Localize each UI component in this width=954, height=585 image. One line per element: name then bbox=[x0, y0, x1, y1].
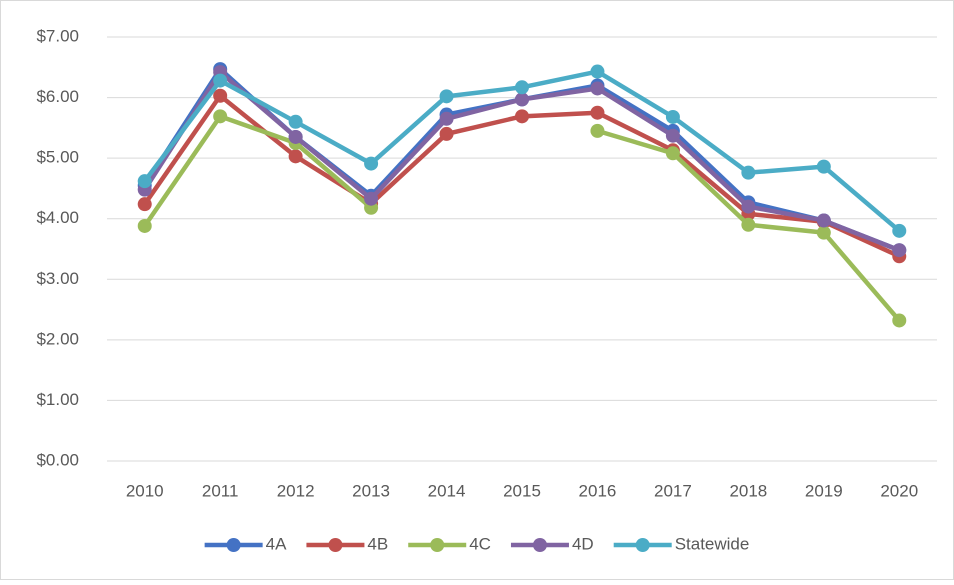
point-marker bbox=[137, 174, 152, 189]
point-marker bbox=[665, 146, 680, 161]
point-marker bbox=[892, 313, 907, 328]
point-marker bbox=[137, 197, 152, 212]
point-marker bbox=[515, 80, 529, 95]
legend-marker bbox=[532, 538, 547, 552]
x-tick-label: 2010 bbox=[126, 481, 164, 500]
point-marker bbox=[816, 213, 831, 228]
point-marker bbox=[137, 218, 152, 233]
point-marker bbox=[213, 88, 228, 103]
point-marker bbox=[590, 64, 605, 79]
y-tick-label: $7.00 bbox=[36, 26, 79, 45]
y-tick-label: $1.00 bbox=[36, 390, 79, 409]
x-tick-label: 2015 bbox=[503, 481, 541, 500]
point-marker bbox=[364, 191, 379, 206]
point-marker bbox=[665, 109, 680, 124]
x-tick-label: 2016 bbox=[579, 481, 617, 500]
y-tick-label: $5.00 bbox=[36, 148, 79, 167]
point-marker bbox=[288, 114, 303, 129]
point-marker bbox=[892, 223, 907, 238]
legend-marker bbox=[430, 538, 445, 552]
x-tick-label: 2011 bbox=[202, 481, 239, 500]
point-marker bbox=[665, 128, 680, 143]
point-marker bbox=[515, 109, 529, 124]
point-marker bbox=[364, 156, 379, 171]
point-marker bbox=[213, 73, 228, 88]
y-tick-label: $0.00 bbox=[36, 450, 79, 469]
x-tick-label: 2020 bbox=[880, 481, 918, 500]
y-tick-label: $3.00 bbox=[36, 269, 79, 288]
point-marker bbox=[590, 81, 605, 96]
point-marker bbox=[741, 217, 756, 232]
legend-label: Statewide bbox=[675, 534, 750, 553]
x-tick-label: 2019 bbox=[805, 481, 843, 500]
point-marker bbox=[439, 111, 454, 126]
legend-marker bbox=[328, 538, 343, 552]
legend-marker bbox=[635, 538, 650, 552]
x-tick-label: 2013 bbox=[352, 481, 390, 500]
point-marker bbox=[439, 126, 454, 141]
legend-label: 4A bbox=[266, 534, 287, 553]
x-tick-label: 2018 bbox=[729, 481, 767, 500]
legend-marker bbox=[226, 538, 241, 552]
x-tick-label: 2012 bbox=[277, 481, 315, 500]
x-tick-label: 2014 bbox=[428, 481, 466, 500]
y-tick-label: $6.00 bbox=[36, 87, 79, 106]
legend-label: 4C bbox=[469, 534, 491, 553]
point-marker bbox=[590, 105, 605, 120]
point-marker bbox=[741, 165, 756, 180]
point-marker bbox=[892, 243, 907, 258]
legend-label: 4D bbox=[572, 534, 594, 553]
point-marker bbox=[213, 109, 228, 124]
point-marker bbox=[515, 92, 529, 107]
point-marker bbox=[816, 225, 831, 240]
point-marker bbox=[816, 159, 831, 174]
y-tick-label: $2.00 bbox=[36, 329, 79, 348]
point-marker bbox=[288, 149, 303, 164]
point-marker bbox=[590, 123, 605, 138]
point-marker bbox=[741, 199, 756, 214]
legend-label: 4B bbox=[367, 534, 388, 553]
point-marker bbox=[288, 129, 303, 144]
x-tick-label: 2017 bbox=[654, 481, 692, 500]
point-marker bbox=[439, 89, 454, 104]
y-tick-label: $4.00 bbox=[36, 208, 79, 227]
